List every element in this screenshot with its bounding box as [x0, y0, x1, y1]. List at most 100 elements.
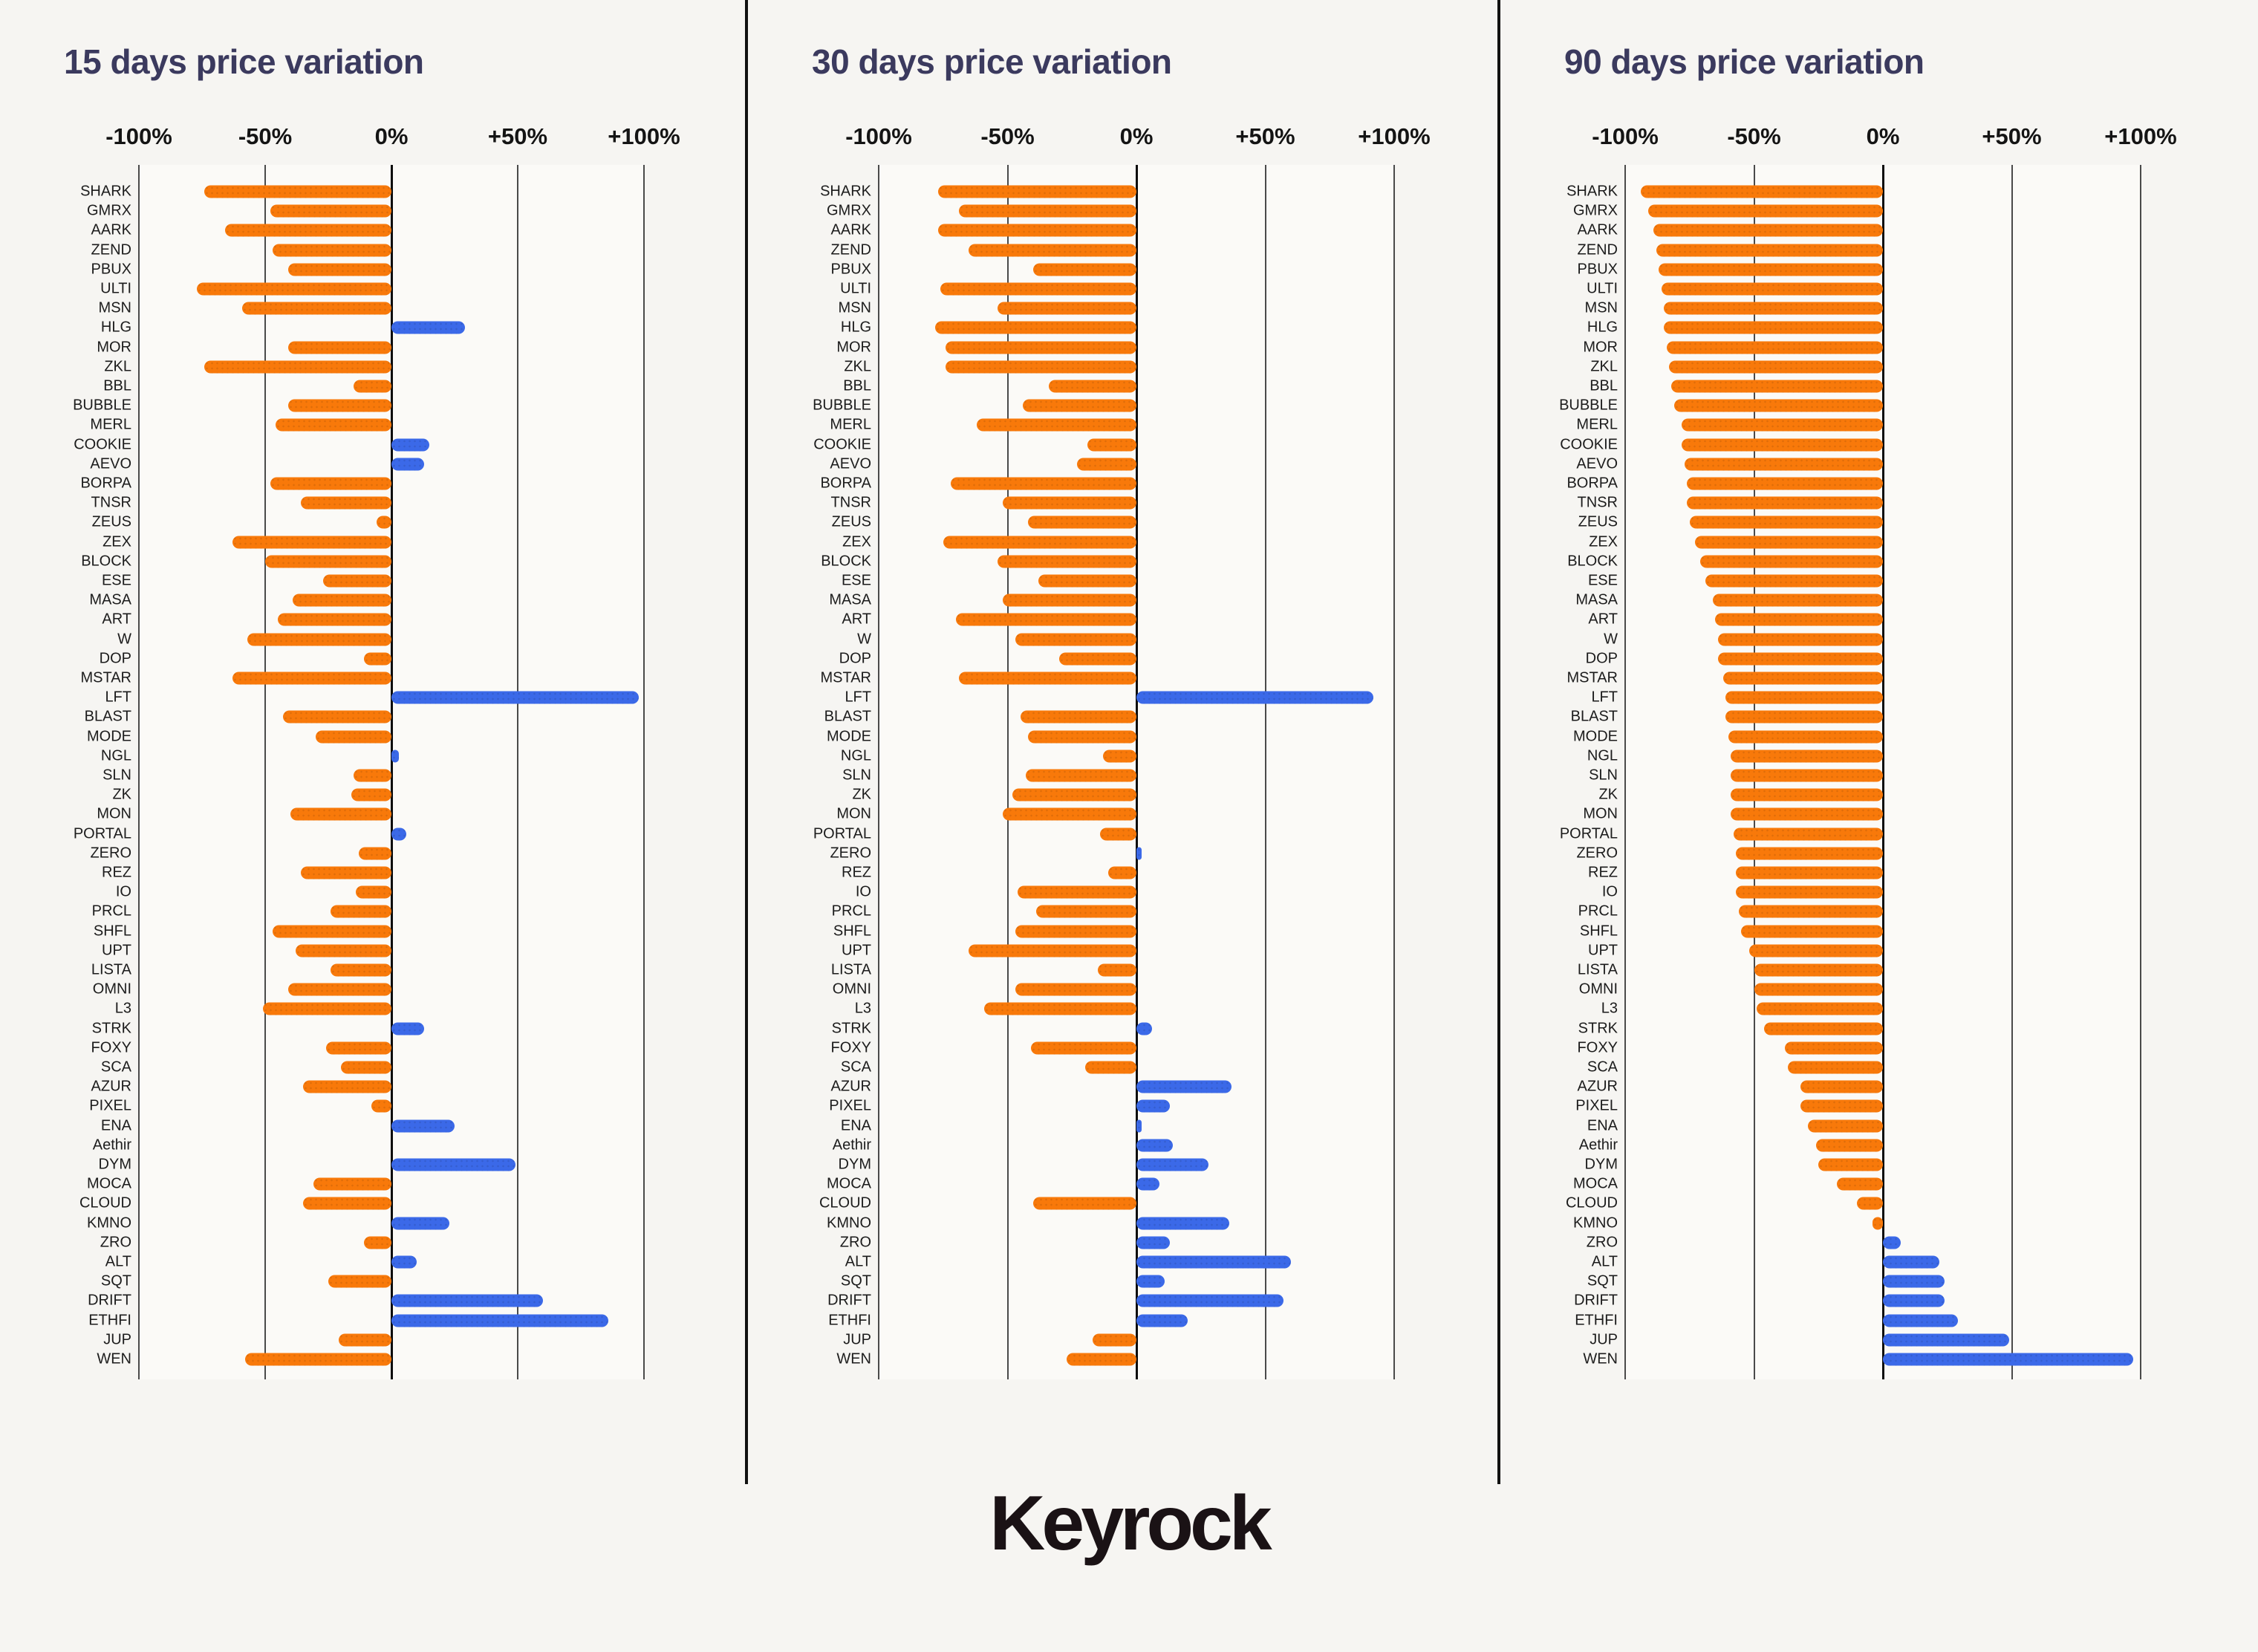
bar-HLG [391, 321, 465, 334]
bar-BUBBLE [1023, 399, 1136, 412]
bar-SCA [341, 1061, 391, 1074]
gridline [1264, 165, 1266, 1379]
ticker-label: ZEND [91, 241, 131, 258]
ticker-label: TNSR [91, 494, 131, 511]
bar-ESE [1705, 574, 1883, 588]
ticker-label: DOP [1585, 650, 1618, 667]
ticker-label: COOKIE [813, 436, 871, 453]
axis-tick-label: -50% [238, 123, 293, 149]
bar-AEVO [1077, 458, 1136, 471]
ticker-label: AZUR [1577, 1078, 1618, 1095]
bar-WEN [244, 1353, 391, 1366]
bar-COOKIE [1087, 438, 1136, 452]
ticker-label: ETHFI [88, 1312, 131, 1329]
bar-SCA [1084, 1061, 1136, 1074]
ticker-label: ULTI [1587, 280, 1618, 297]
bar-MASA [1712, 594, 1883, 607]
panel-90-days: 90 days price variation -100% -50% 0% +50% +… [1500, 0, 2258, 1486]
bar-NGL [1731, 749, 1883, 763]
ticker-label: MASA [1575, 591, 1618, 608]
bar-MERL [1682, 418, 1883, 432]
ticker-label: PORTAL [813, 825, 871, 842]
ticker-label: SHARK [80, 183, 131, 200]
bar-GMRX [958, 204, 1136, 218]
bar-STRK [1764, 1022, 1883, 1035]
ticker-label: AARK [830, 221, 871, 238]
bar-NGL [1102, 749, 1136, 763]
gridline [878, 165, 879, 1379]
bar-MSTAR [232, 671, 391, 685]
ticker-label: ZK [112, 786, 131, 803]
ticker-label: CLOUD [819, 1194, 871, 1212]
ticker-label: ZERO [90, 845, 131, 862]
bar-SLN [354, 769, 391, 782]
ticker-label: SQT [840, 1272, 871, 1290]
ticker-label: ESE [101, 572, 131, 589]
bar-IO [356, 885, 391, 899]
bar-BBL [354, 380, 391, 393]
ticker-label: DOP [99, 650, 131, 667]
ticker-label: PIXEL [1575, 1097, 1618, 1114]
bar-BUBBLE [287, 399, 391, 412]
bar-PRCL [1035, 905, 1136, 918]
bar-ENA [1808, 1119, 1883, 1133]
ticker-label: STRK [91, 1020, 131, 1037]
bar-CLOUD [1033, 1197, 1136, 1210]
ticker-label: MOCA [827, 1175, 871, 1192]
ticker-label: PIXEL [829, 1097, 871, 1114]
ticker-label: ZEUS [831, 513, 871, 530]
ticker-label: LFT [845, 689, 871, 706]
ticker-label: WEN [836, 1350, 871, 1368]
bar-CLOUD [1857, 1197, 1883, 1210]
ticker-label: BLAST [1570, 708, 1618, 725]
bar-WEN [1883, 1353, 2133, 1366]
ticker-label: ULTI [100, 280, 131, 297]
ticker-label: ZRO [1586, 1234, 1618, 1251]
bar-MASA [293, 594, 391, 607]
bar-JUP [338, 1333, 391, 1347]
ticker-label: ULTI [840, 280, 871, 297]
ticker-label: AEVO [1576, 455, 1618, 472]
bar-ZK [1012, 788, 1136, 801]
bar-ETHFI [1136, 1314, 1188, 1327]
ticker-label: PBUX [91, 261, 131, 278]
bar-AZUR [1136, 1080, 1232, 1093]
ticker-label: SLN [842, 767, 871, 784]
ticker-label: BORPA [80, 475, 131, 492]
ticker-label: ZEUS [1578, 513, 1618, 530]
bar-ULTI [1661, 282, 1883, 296]
ticker-label: MSN [1584, 299, 1618, 316]
ticker-label: UPT [842, 942, 871, 959]
bar-ZRO [1883, 1236, 1901, 1249]
bar-ZKL [1668, 360, 1883, 374]
plot-area [138, 165, 645, 1379]
ticker-label: HLG [100, 319, 131, 336]
bar-ART [1715, 613, 1883, 626]
bar-AARK [1653, 224, 1883, 237]
panel-divider-right [1497, 0, 1500, 1484]
axis-tick-label: -100% [1592, 123, 1659, 149]
ticker-label: ART [102, 611, 131, 628]
bar-LISTA [1097, 963, 1136, 977]
bar-BORPA [951, 477, 1136, 490]
ticker-label: DRIFT [827, 1292, 871, 1309]
ticker-label: ZERO [1576, 845, 1618, 862]
ticker-label: ALT [1591, 1253, 1618, 1270]
ticker-label: ENA [100, 1117, 131, 1134]
bar-ALT [1136, 1255, 1292, 1269]
ticker-label: ZK [1598, 786, 1618, 803]
ticker-label: PRCL [831, 903, 871, 920]
bar-COOKIE [1682, 438, 1883, 452]
bar-SHARK [204, 185, 391, 198]
ticker-label: FOXY [830, 1039, 871, 1056]
bar-ZEUS [1689, 516, 1883, 529]
ticker-label: MERL [1576, 416, 1618, 433]
ticker-label: L3 [854, 1000, 871, 1017]
ticker-label: NGL [1587, 747, 1618, 764]
bar-ART [278, 613, 391, 626]
bar-BORPA [270, 477, 391, 490]
bar-BLOCK [265, 555, 391, 568]
bar-PRCL [1738, 905, 1883, 918]
bar-ZEX [232, 536, 391, 549]
ticker-label: IO [1601, 883, 1618, 900]
